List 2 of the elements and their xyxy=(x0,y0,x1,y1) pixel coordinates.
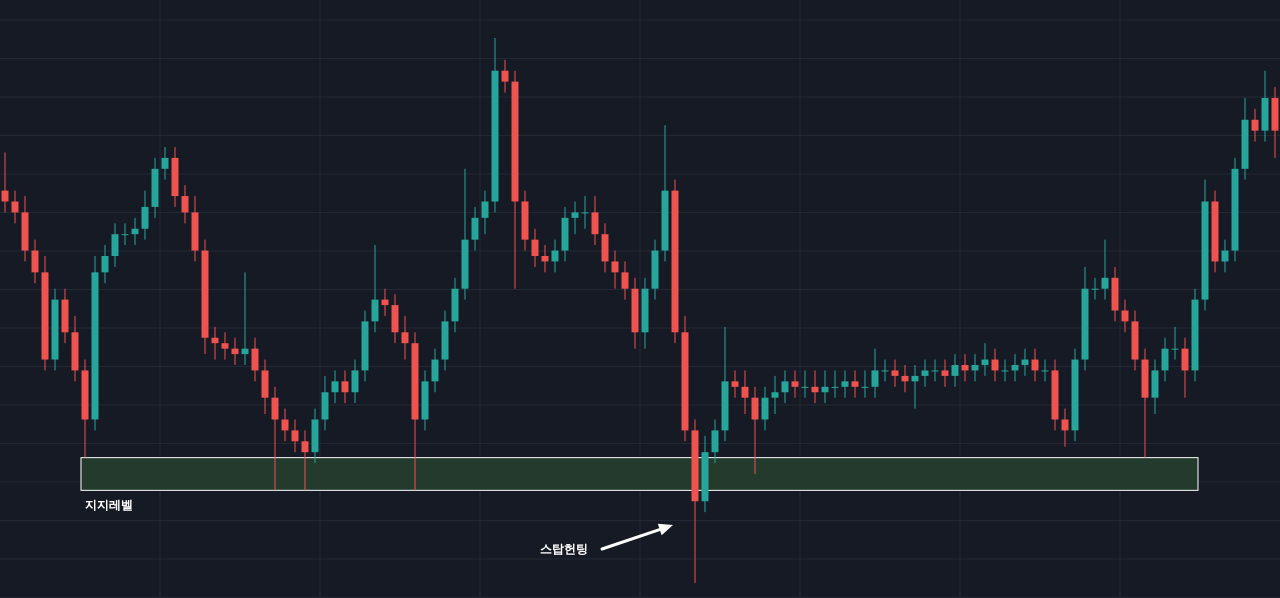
band-label: 지지레벨 xyxy=(85,498,133,513)
annotation: 스탑헌팅 xyxy=(540,542,588,556)
